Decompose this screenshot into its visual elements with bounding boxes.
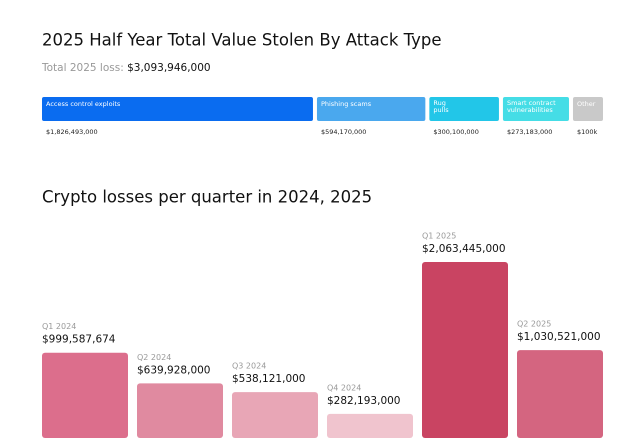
value-label: $538,121,000 bbox=[232, 373, 305, 385]
value-label: $594,170,000 bbox=[321, 128, 367, 136]
value-label: $300,100,000 bbox=[433, 128, 479, 136]
segment bbox=[42, 97, 313, 121]
segment-label: Phishing scams bbox=[321, 100, 372, 108]
segment bbox=[429, 97, 499, 121]
value-label: $1,826,493,000 bbox=[46, 128, 98, 136]
bar bbox=[327, 413, 413, 438]
segment bbox=[572, 97, 603, 121]
value-label: $282,193,000 bbox=[327, 395, 400, 407]
segment-label: Access control exploits bbox=[46, 100, 121, 108]
subtitle-label: Total 2025 loss: bbox=[41, 62, 124, 74]
chart-title: Crypto losses per quarter in 2024, 2025 bbox=[42, 188, 372, 207]
segment bbox=[316, 97, 426, 121]
segment bbox=[502, 97, 569, 121]
segment-label: Smart contract vulnerabilities bbox=[507, 99, 556, 114]
value-label: $2,063,445,000 bbox=[422, 243, 506, 255]
bar bbox=[42, 352, 128, 438]
bar bbox=[422, 262, 508, 438]
category-label: Q2 2025 bbox=[517, 320, 551, 329]
category-label: Q1 2024 bbox=[42, 322, 76, 331]
category-label: Q3 2024 bbox=[232, 362, 266, 371]
category-label: Q1 2025 bbox=[422, 232, 456, 241]
segment-label: Other bbox=[577, 100, 596, 108]
bar bbox=[232, 392, 318, 438]
total: $3,093,946,000 bbox=[127, 62, 211, 74]
value-label: $100k bbox=[577, 128, 598, 136]
category-label: Q4 2024 bbox=[327, 383, 361, 392]
value-label: $639,928,000 bbox=[137, 364, 210, 376]
value-label: $999,587,674 bbox=[42, 334, 116, 346]
value-label: $1,030,521,000 bbox=[517, 331, 601, 343]
bar bbox=[137, 383, 223, 438]
segment-label: Rug pulls bbox=[433, 99, 449, 114]
bar bbox=[517, 350, 603, 438]
category-label: Q2 2024 bbox=[137, 353, 171, 362]
chart-title: 2025 Half Year Total Value Stolen By Att… bbox=[42, 31, 442, 50]
value-label: $273,183,000 bbox=[507, 128, 552, 136]
subtitle: Total 2025 loss: $3,093,946,000 bbox=[41, 62, 211, 74]
